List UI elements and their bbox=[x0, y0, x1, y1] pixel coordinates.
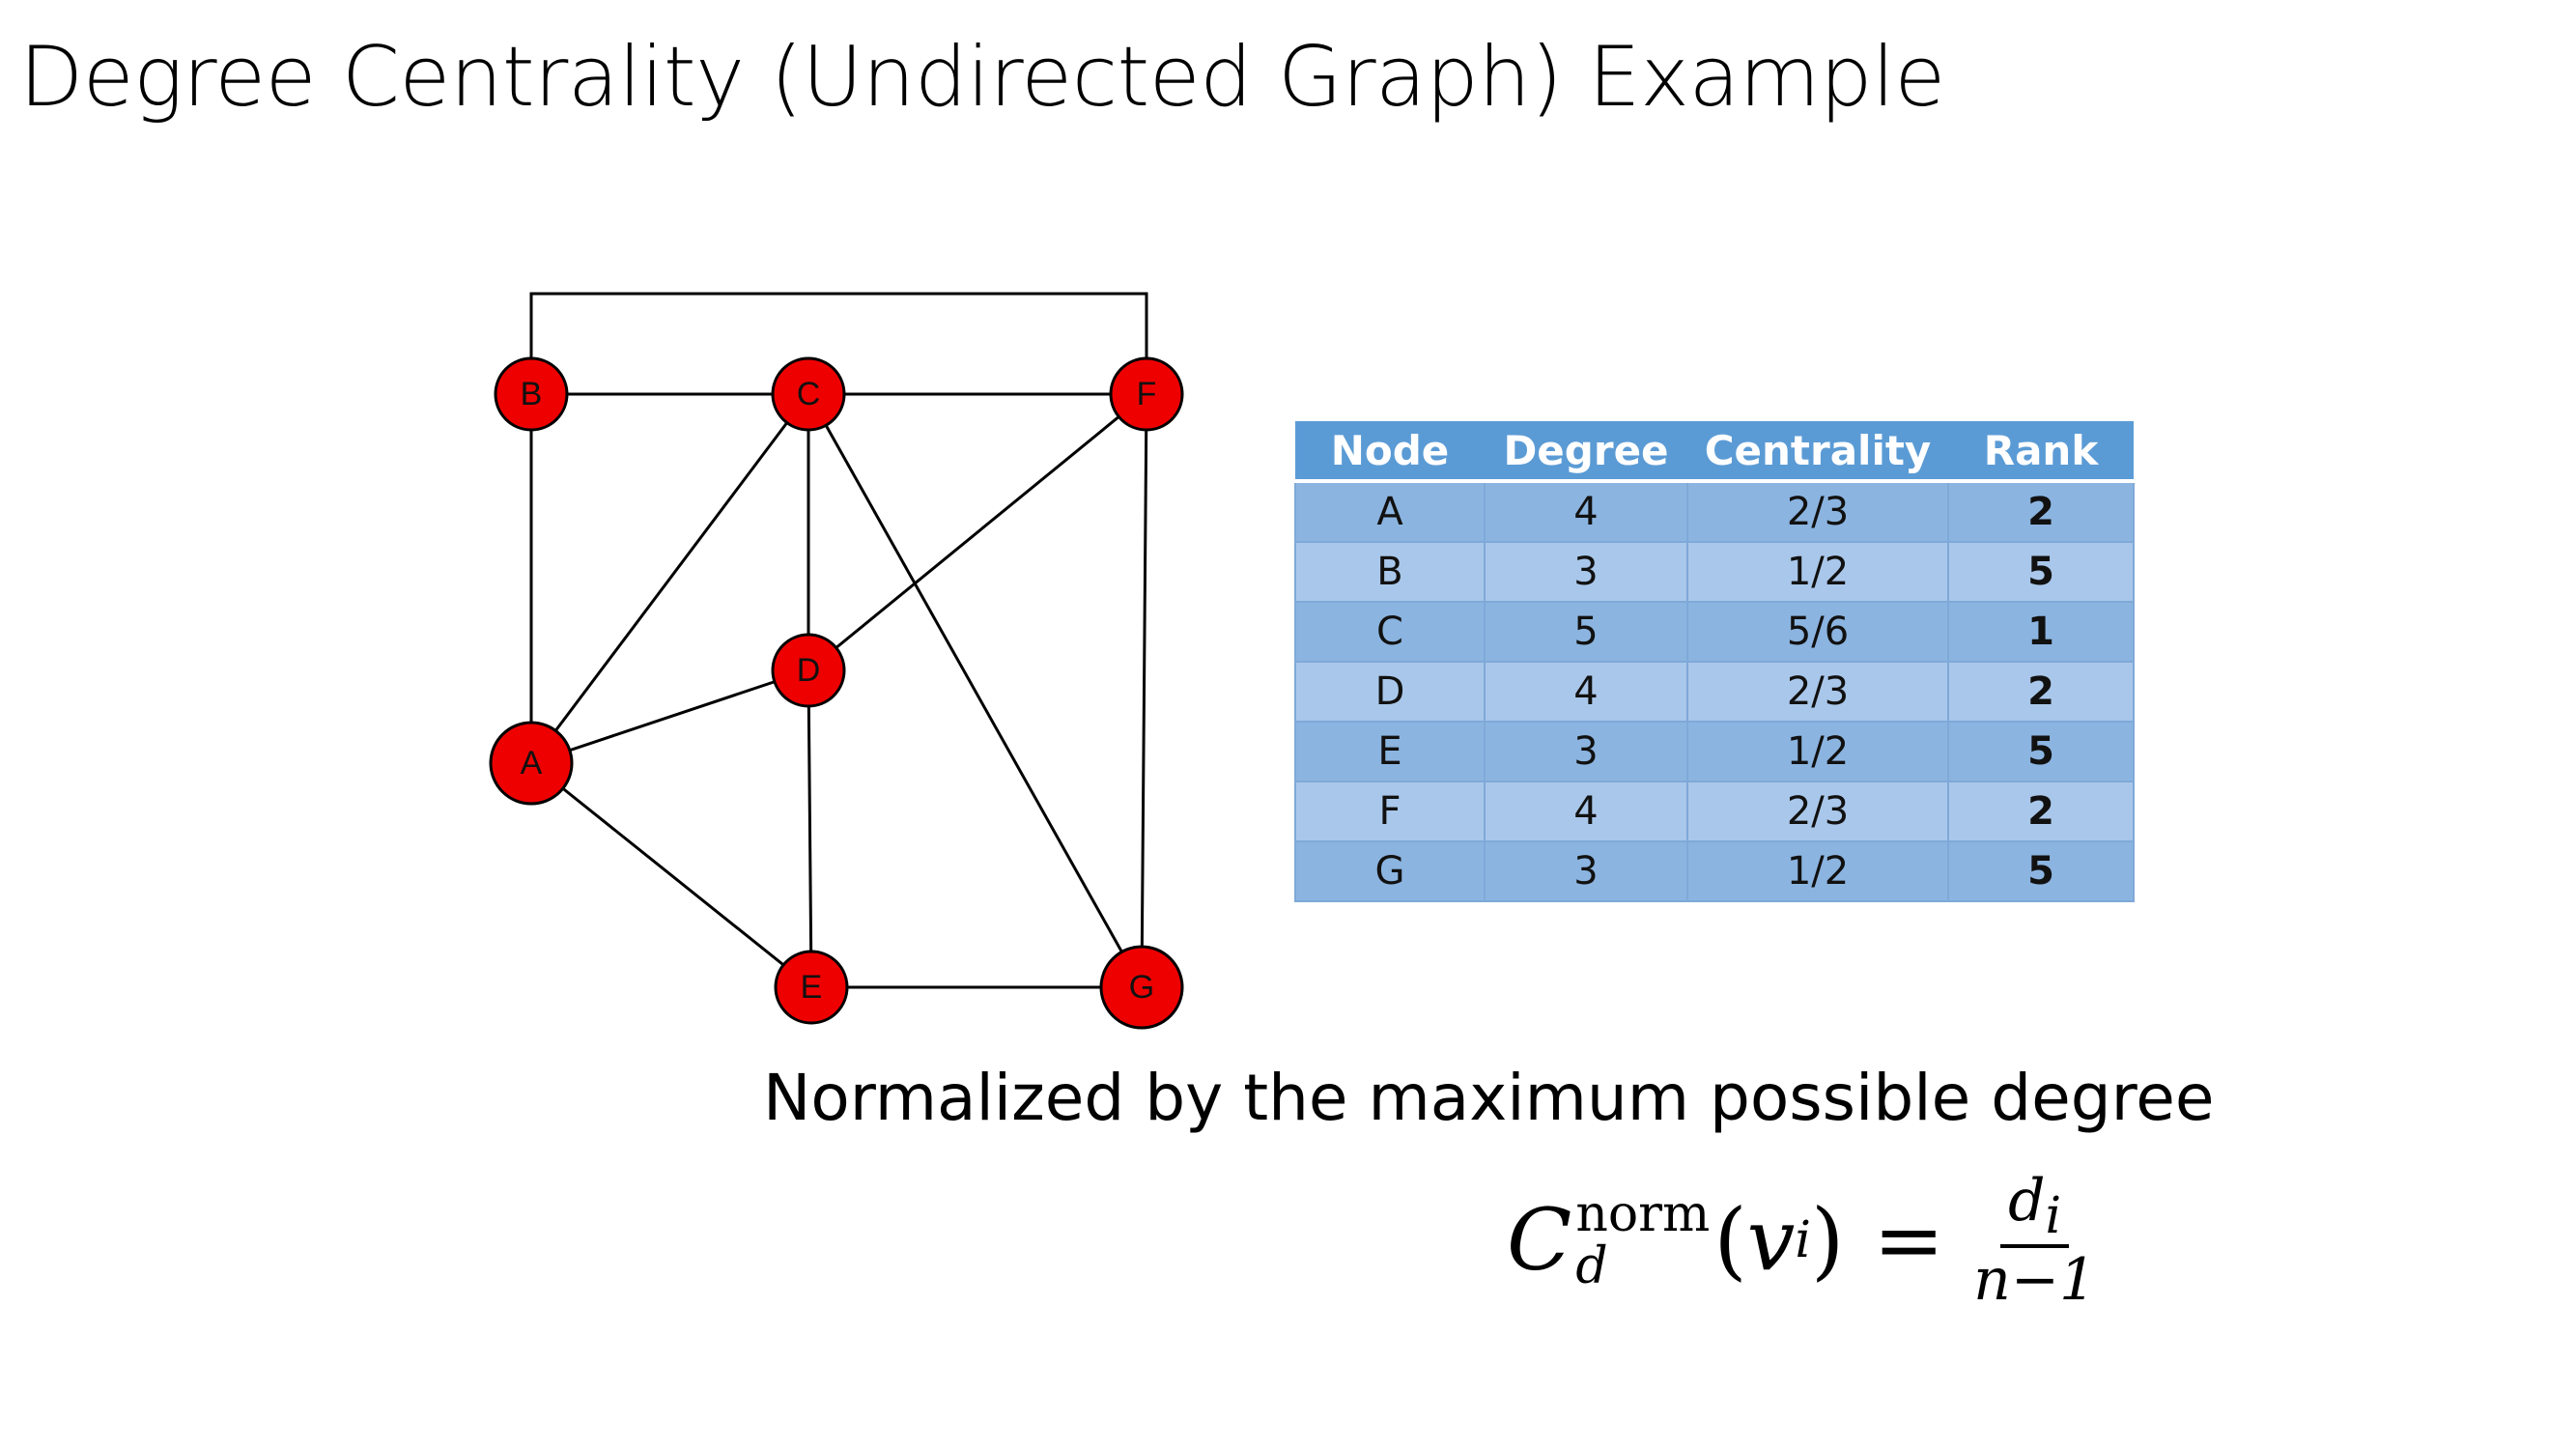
formula-argument-var: v bbox=[1746, 1190, 1796, 1291]
cell-centrality: 2/3 bbox=[1686, 480, 1949, 543]
node-circle bbox=[774, 950, 849, 1025]
cell-node: E bbox=[1294, 721, 1486, 782]
cell-degree: 3 bbox=[1484, 840, 1688, 902]
cell-node: C bbox=[1294, 601, 1486, 663]
table-row: B 3 1/2 5 bbox=[1294, 541, 2135, 603]
slide-title: Degree Centrality (Undirected Graph) Exa… bbox=[19, 29, 1945, 126]
node-label: D bbox=[797, 652, 821, 689]
cell-degree: 5 bbox=[1484, 601, 1688, 663]
cell-centrality: 1/2 bbox=[1686, 721, 1949, 782]
table-row: D 4 2/3 2 bbox=[1294, 661, 2135, 723]
cell-rank: 5 bbox=[1947, 721, 2135, 782]
edge-f-d bbox=[807, 392, 1147, 672]
formula-argument-sub: i bbox=[1795, 1211, 1812, 1270]
table-row: G 3 1/2 5 bbox=[1294, 840, 2135, 902]
centrality-table: Node Degree Centrality Rank A 4 2/3 2 B … bbox=[1294, 421, 2135, 902]
formula-sub-sup: norm d bbox=[1575, 1184, 1711, 1296]
edge-a-d bbox=[530, 668, 809, 765]
cell-rank: 5 bbox=[1947, 541, 2135, 603]
header-centrality: Centrality bbox=[1687, 421, 1948, 483]
table-header-row: Node Degree Centrality Rank bbox=[1295, 421, 2134, 483]
formula-symbol: C bbox=[1507, 1190, 1572, 1291]
cell-rank: 2 bbox=[1947, 480, 2135, 543]
formula-numerator-sub: i bbox=[2045, 1187, 2062, 1245]
normalization-caption: Normalized by the maximum possible degre… bbox=[763, 1061, 2215, 1135]
edge-a-e bbox=[530, 761, 812, 989]
formula-fraction: di n−1 bbox=[1973, 1169, 2096, 1312]
cell-degree: 3 bbox=[1484, 721, 1688, 782]
node-c: C bbox=[771, 356, 846, 432]
cell-centrality: 2/3 bbox=[1686, 661, 1949, 723]
header-degree: Degree bbox=[1485, 421, 1687, 483]
node-a: A bbox=[489, 721, 574, 806]
cell-node: D bbox=[1294, 661, 1486, 723]
node-d: D bbox=[771, 633, 846, 708]
formula-open-paren: ( bbox=[1713, 1190, 1747, 1291]
table-row: F 4 2/3 2 bbox=[1294, 781, 2135, 842]
edge-c-a bbox=[529, 393, 810, 764]
node-label: B bbox=[521, 376, 543, 412]
node-label: G bbox=[1129, 969, 1154, 1006]
edge-b-f bbox=[529, 292, 1148, 394]
node-b: B bbox=[494, 356, 569, 432]
cell-rank: 5 bbox=[1947, 840, 2135, 902]
cell-degree: 4 bbox=[1484, 480, 1688, 543]
node-f: F bbox=[1109, 356, 1184, 432]
cell-rank: 2 bbox=[1947, 661, 2135, 723]
table-row: A 4 2/3 2 bbox=[1294, 480, 2135, 543]
node-label: A bbox=[521, 745, 543, 781]
cell-centrality: 5/6 bbox=[1686, 601, 1949, 663]
table-row: C 5 5/6 1 bbox=[1294, 601, 2135, 663]
node-circle bbox=[771, 356, 846, 432]
edge-c-g bbox=[807, 393, 1144, 988]
cell-degree: 4 bbox=[1484, 781, 1688, 842]
node-circle bbox=[494, 356, 569, 432]
node-circle bbox=[771, 633, 846, 708]
header-rank: Rank bbox=[1948, 421, 2134, 483]
cell-degree: 4 bbox=[1484, 661, 1688, 723]
table-row: E 3 1/2 5 bbox=[1294, 721, 2135, 782]
cell-centrality: 1/2 bbox=[1686, 541, 1949, 603]
formula-superscript: norm bbox=[1575, 1184, 1711, 1243]
node-g: G bbox=[1099, 945, 1184, 1030]
cell-degree: 3 bbox=[1484, 541, 1688, 603]
formula-close-paren: ) bbox=[1811, 1190, 1845, 1291]
formula-denominator: n−1 bbox=[1973, 1246, 2097, 1315]
formula-equals: = bbox=[1873, 1190, 1945, 1291]
graph-edges bbox=[529, 292, 1148, 989]
node-label: F bbox=[1137, 376, 1157, 412]
node-circle bbox=[1099, 945, 1184, 1030]
node-label: C bbox=[797, 376, 821, 412]
cell-centrality: 1/2 bbox=[1686, 840, 1949, 902]
formula-numerator-var: d bbox=[2008, 1167, 2046, 1235]
edge-f-g bbox=[1140, 393, 1148, 988]
node-circle bbox=[489, 721, 574, 806]
cell-node: B bbox=[1294, 541, 1486, 603]
cell-node: F bbox=[1294, 781, 1486, 842]
graph-nodes: A B C D E F G bbox=[489, 356, 1184, 1030]
header-node: Node bbox=[1295, 421, 1485, 483]
node-e: E bbox=[774, 950, 849, 1025]
cell-node: A bbox=[1294, 480, 1486, 543]
cell-node: G bbox=[1294, 840, 1486, 902]
node-label: E bbox=[801, 969, 823, 1006]
cell-rank: 1 bbox=[1947, 601, 2135, 663]
formula-numerator: di bbox=[2000, 1167, 2070, 1249]
formula-subscript: d bbox=[1575, 1237, 1608, 1296]
node-circle bbox=[1109, 356, 1184, 432]
cell-centrality: 2/3 bbox=[1686, 781, 1949, 842]
edge-d-e bbox=[807, 669, 813, 988]
cell-rank: 2 bbox=[1947, 781, 2135, 842]
